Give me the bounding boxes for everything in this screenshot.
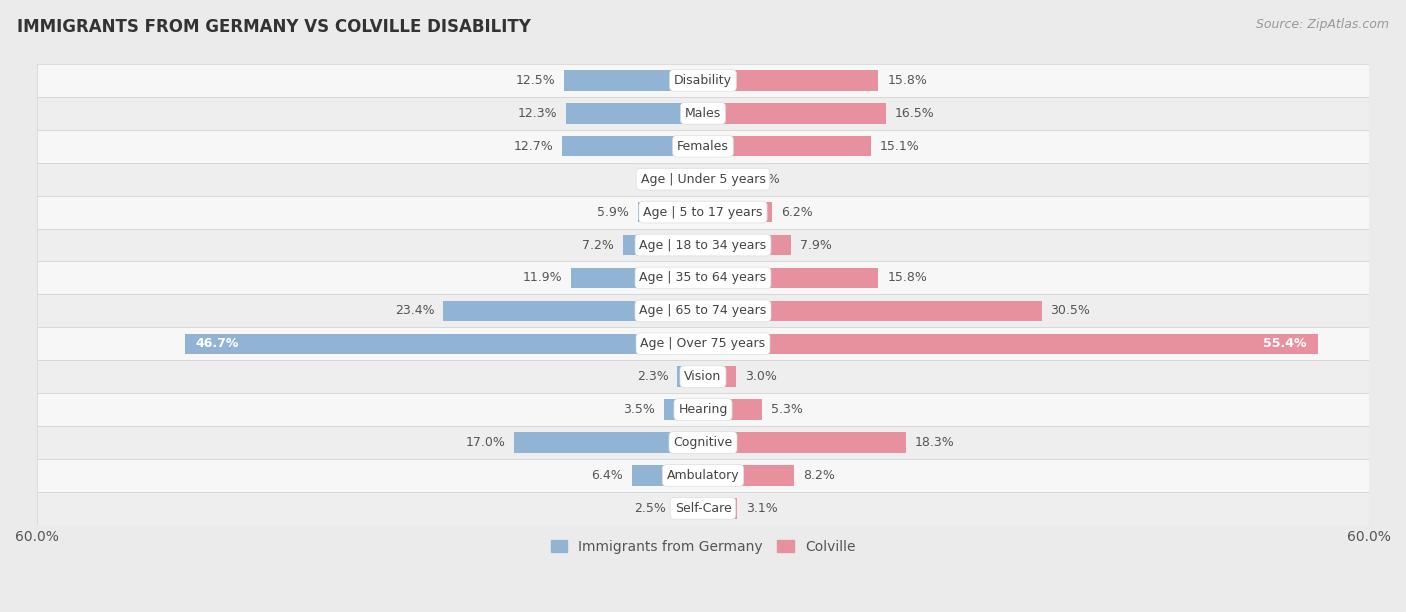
Text: Source: ZipAtlas.com: Source: ZipAtlas.com — [1256, 18, 1389, 31]
Text: 46.7%: 46.7% — [195, 337, 239, 350]
Legend: Immigrants from Germany, Colville: Immigrants from Germany, Colville — [546, 534, 860, 559]
Text: 15.1%: 15.1% — [880, 140, 920, 153]
Text: 12.7%: 12.7% — [513, 140, 553, 153]
Text: Self-Care: Self-Care — [675, 502, 731, 515]
Bar — [37, 459, 1369, 492]
Text: Age | 65 to 74 years: Age | 65 to 74 years — [640, 304, 766, 318]
Bar — [567, 103, 703, 124]
Bar — [703, 400, 762, 420]
Bar — [37, 228, 1369, 261]
Text: 11.9%: 11.9% — [523, 272, 562, 285]
Text: 3.0%: 3.0% — [745, 370, 778, 383]
Bar — [37, 64, 1369, 97]
Bar — [631, 465, 703, 486]
Text: 18.3%: 18.3% — [915, 436, 955, 449]
Bar — [678, 367, 703, 387]
Bar — [515, 432, 703, 453]
Bar — [184, 334, 703, 354]
Text: 15.8%: 15.8% — [887, 272, 927, 285]
Text: Age | Over 75 years: Age | Over 75 years — [641, 337, 765, 350]
Text: 3.5%: 3.5% — [623, 403, 655, 416]
Text: 6.2%: 6.2% — [780, 206, 813, 218]
Text: Females: Females — [678, 140, 728, 153]
Bar — [703, 267, 879, 288]
Bar — [562, 136, 703, 157]
Bar — [37, 261, 1369, 294]
Text: 55.4%: 55.4% — [1264, 337, 1308, 350]
Text: Cognitive: Cognitive — [673, 436, 733, 449]
Text: 5.3%: 5.3% — [770, 403, 803, 416]
Text: Males: Males — [685, 107, 721, 120]
Bar — [37, 196, 1369, 228]
Text: Age | 18 to 34 years: Age | 18 to 34 years — [640, 239, 766, 252]
Bar — [675, 498, 703, 518]
Bar — [703, 465, 794, 486]
Text: Age | Under 5 years: Age | Under 5 years — [641, 173, 765, 185]
Text: Age | 5 to 17 years: Age | 5 to 17 years — [644, 206, 762, 218]
Text: 1.4%: 1.4% — [647, 173, 679, 185]
Text: IMMIGRANTS FROM GERMANY VS COLVILLE DISABILITY: IMMIGRANTS FROM GERMANY VS COLVILLE DISA… — [17, 18, 530, 36]
Text: 3.1%: 3.1% — [747, 502, 778, 515]
Text: Hearing: Hearing — [678, 403, 728, 416]
Text: 7.2%: 7.2% — [582, 239, 614, 252]
Bar — [703, 432, 905, 453]
Text: 3.3%: 3.3% — [748, 173, 780, 185]
Bar — [703, 498, 737, 518]
Bar — [37, 163, 1369, 196]
Text: Age | 35 to 64 years: Age | 35 to 64 years — [640, 272, 766, 285]
Text: 5.9%: 5.9% — [596, 206, 628, 218]
Bar — [37, 130, 1369, 163]
Text: 12.5%: 12.5% — [516, 74, 555, 87]
Text: 8.2%: 8.2% — [803, 469, 835, 482]
Bar — [703, 300, 1042, 321]
Text: 6.4%: 6.4% — [592, 469, 623, 482]
Bar — [37, 393, 1369, 426]
Bar — [37, 492, 1369, 525]
Text: 17.0%: 17.0% — [465, 436, 505, 449]
Text: Disability: Disability — [673, 74, 733, 87]
Bar — [37, 97, 1369, 130]
Bar — [37, 426, 1369, 459]
Bar — [443, 300, 703, 321]
Bar — [37, 360, 1369, 393]
Text: Ambulatory: Ambulatory — [666, 469, 740, 482]
Text: 12.3%: 12.3% — [517, 107, 558, 120]
Text: 2.3%: 2.3% — [637, 370, 669, 383]
Text: 16.5%: 16.5% — [896, 107, 935, 120]
Bar — [564, 70, 703, 91]
Text: Vision: Vision — [685, 370, 721, 383]
Bar — [664, 400, 703, 420]
Bar — [703, 367, 737, 387]
Bar — [703, 103, 886, 124]
Bar — [688, 169, 703, 189]
Bar — [703, 136, 870, 157]
Text: 23.4%: 23.4% — [395, 304, 434, 318]
Text: 2.5%: 2.5% — [634, 502, 666, 515]
Text: 15.8%: 15.8% — [887, 74, 927, 87]
Bar — [703, 334, 1317, 354]
Bar — [37, 327, 1369, 360]
Bar — [37, 294, 1369, 327]
Bar — [637, 202, 703, 222]
Text: 30.5%: 30.5% — [1050, 304, 1090, 318]
Bar — [703, 70, 879, 91]
Bar — [703, 235, 790, 255]
Bar — [703, 202, 772, 222]
Text: 7.9%: 7.9% — [800, 239, 831, 252]
Bar — [623, 235, 703, 255]
Bar — [703, 169, 740, 189]
Bar — [571, 267, 703, 288]
